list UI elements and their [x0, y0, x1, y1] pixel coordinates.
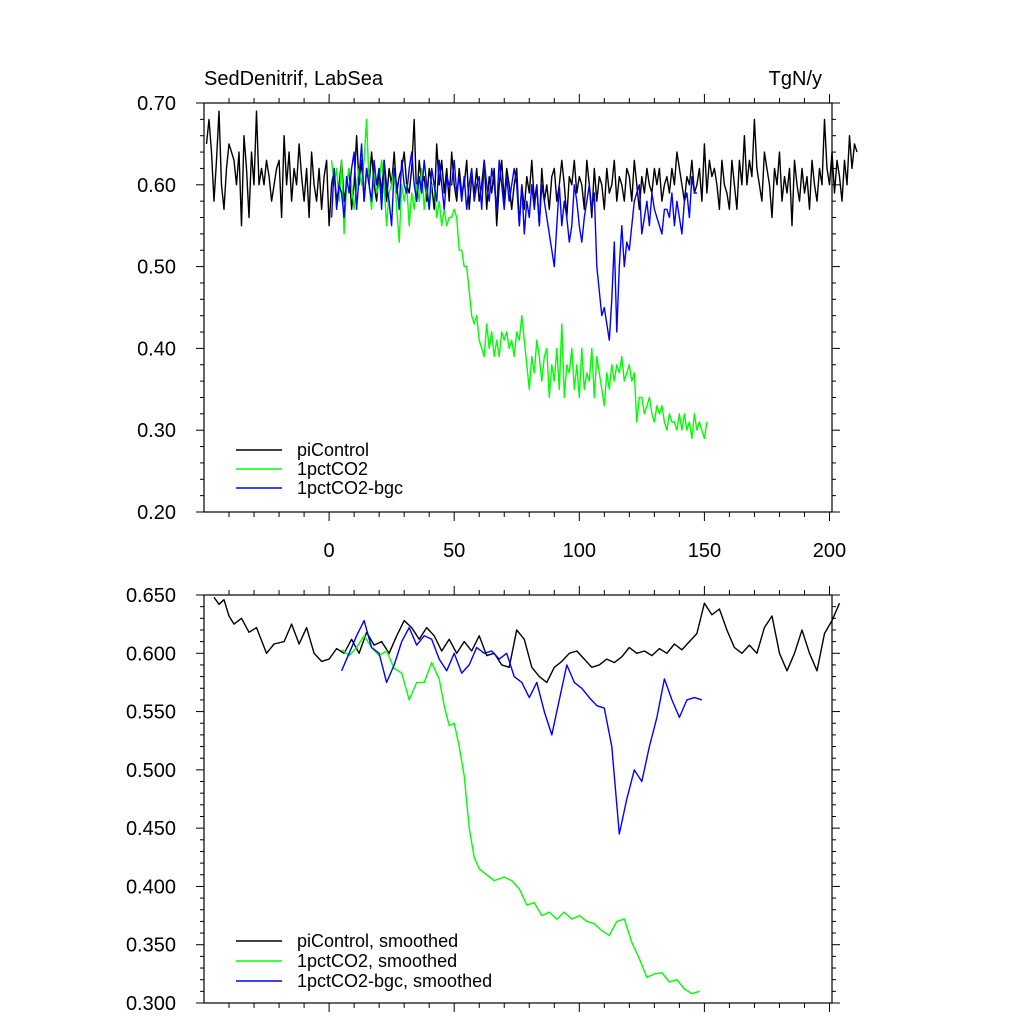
legend-label: piControl — [297, 440, 369, 460]
x-tick-label: 0 — [324, 540, 335, 562]
y-tick-label: 0.400 — [126, 876, 176, 898]
y-tick-label: 0.300 — [126, 993, 176, 1015]
legend-label: 1pctCO2, smoothed — [297, 951, 457, 971]
chart-title: SedDenitrif, LabSea — [204, 68, 384, 90]
top-panel: 0.20 0.30 0.40 0.50 0.60 0.70 0 50 100 150 200 piCo… — [137, 93, 858, 562]
x-tick-label: 50 — [443, 540, 465, 562]
series-line-1pctco2-bgc-smoothed — [340, 619, 703, 835]
y-tick-label: 0.70 — [137, 93, 176, 115]
series-line-1pctco2 — [330, 118, 708, 440]
y-tick-label: 0.60 — [137, 175, 176, 197]
y-tick-label: 0.350 — [126, 935, 176, 957]
bottom-panel: 0.300 0.350 0.400 0.450 0.500 0.550 0.600 0.650… — [126, 585, 841, 1015]
legend-label: piControl, smoothed — [297, 931, 458, 951]
series-line-1pctco2-bgc — [330, 143, 697, 341]
chart-units: TgN/y — [769, 68, 822, 90]
legend-label: 1pctCO2-bgc, smoothed — [297, 971, 492, 991]
y-tick-label: 0.20 — [137, 502, 176, 524]
legend-label: 1pctCO2-bgc — [297, 478, 403, 498]
y-tick-label: 0.600 — [126, 643, 176, 665]
y-tick-label: 0.50 — [137, 257, 176, 279]
y-tick-label: 0.450 — [126, 818, 176, 840]
series-line-picontrol — [205, 110, 858, 227]
y-tick-label: 0.550 — [126, 702, 176, 724]
series-line-1pctco2-smoothed — [341, 635, 700, 995]
series-line-picontrol-smoothed — [213, 596, 841, 684]
y-tick-label: 0.650 — [126, 585, 176, 607]
y-tick-label: 0.30 — [137, 420, 176, 442]
plot-frame — [203, 102, 833, 513]
x-tick-label: 150 — [688, 540, 721, 562]
x-tick-label: 200 — [813, 540, 846, 562]
y-tick-label: 0.40 — [137, 338, 176, 360]
legend-label: 1pctCO2 — [297, 459, 368, 479]
y-tick-label: 0.500 — [126, 760, 176, 782]
plot-frame — [203, 594, 833, 1004]
x-tick-label: 100 — [563, 540, 596, 562]
